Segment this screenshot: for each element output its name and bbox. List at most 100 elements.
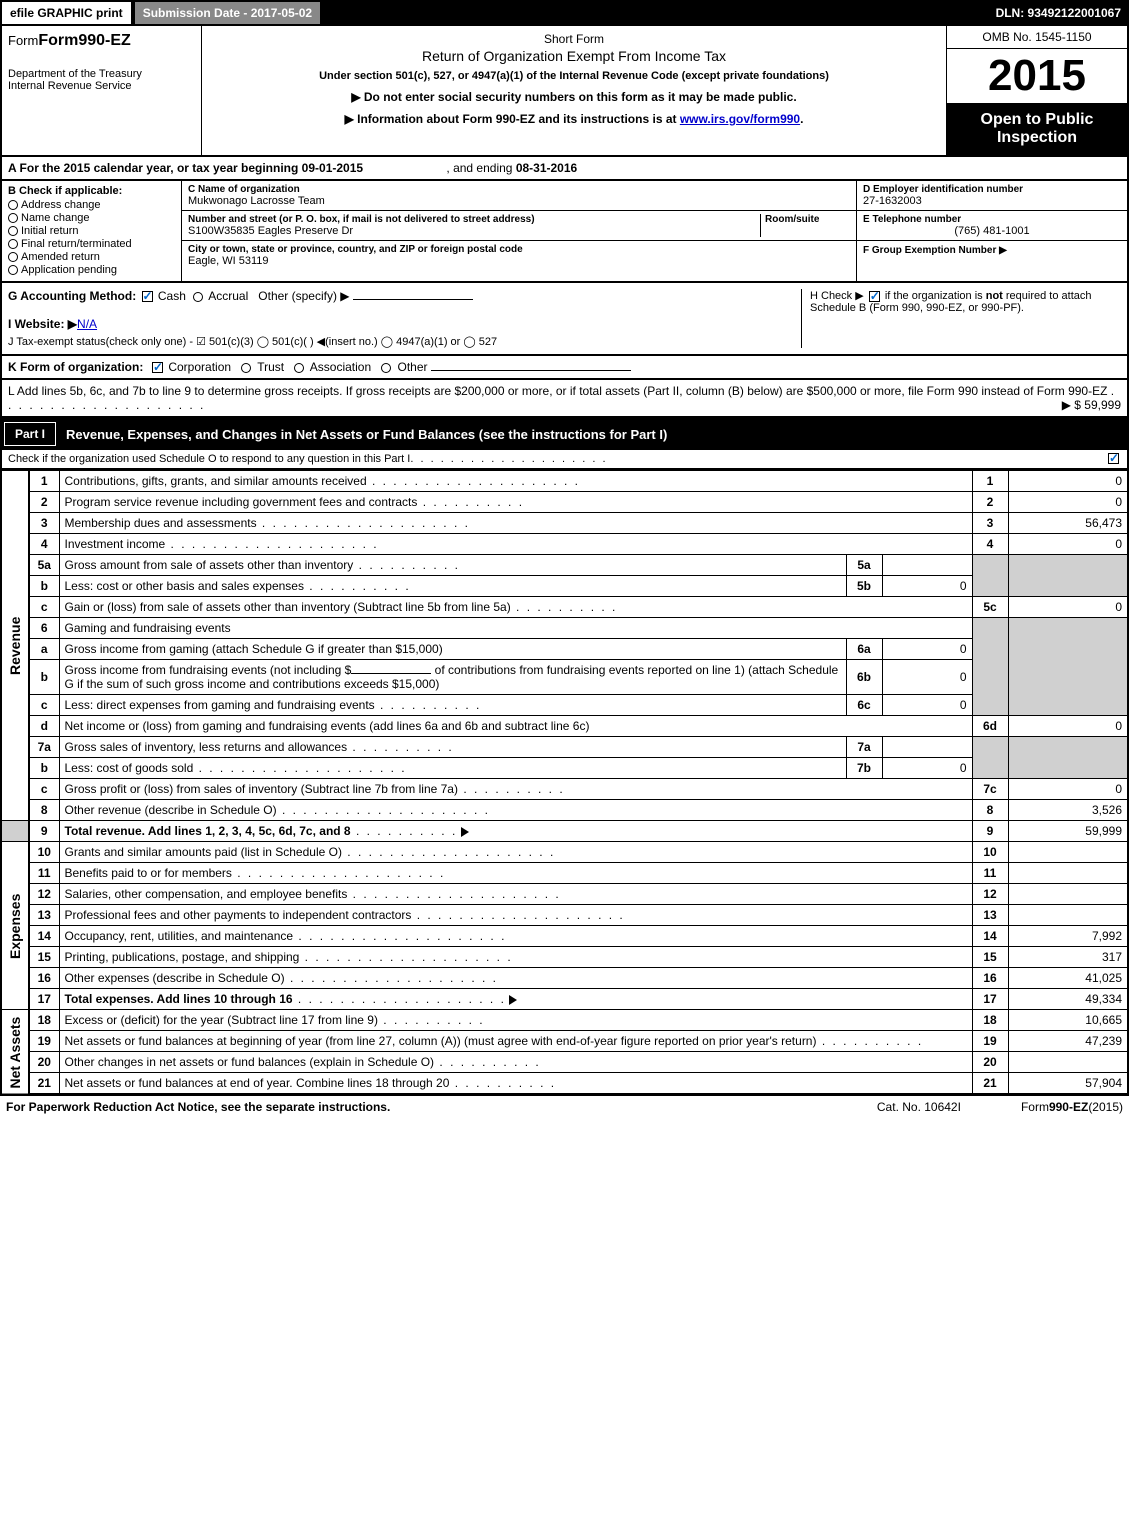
row-2: 2 Program service revenue including gove… [1, 492, 1128, 513]
row-21: 21 Net assets or fund balances at end of… [1, 1073, 1128, 1095]
dots [378, 1013, 485, 1027]
row-7c: c Gross profit or (loss) from sales of i… [1, 779, 1128, 800]
line-sub: d [29, 716, 59, 737]
ghij-right: H Check ▶ if the organization is not req… [801, 289, 1121, 348]
dept-treasury: Department of the Treasury [8, 68, 195, 80]
col-val: 59,999 [1008, 821, 1128, 842]
box-val: 0 [882, 660, 972, 695]
line-desc: Excess or (deficit) for the year (Subtra… [65, 1013, 378, 1027]
dots [458, 782, 565, 796]
col-num: 17 [972, 989, 1008, 1010]
g-other: Other (specify) ▶ [258, 289, 349, 303]
opt-amended-return[interactable]: Amended return [8, 251, 175, 263]
dots [257, 516, 470, 530]
opt-initial-return[interactable]: Initial return [8, 225, 175, 237]
info-pre: ▶ Information about Form 990-EZ and its … [345, 112, 680, 126]
checkbox-corporation[interactable] [152, 362, 163, 373]
col-val [1008, 863, 1128, 884]
radio-icon [8, 200, 18, 210]
room-label: Room/suite [765, 214, 850, 225]
line-desc: Gross sales of inventory, less returns a… [65, 740, 348, 754]
street-label: Number and street (or P. O. box, if mail… [188, 214, 760, 225]
line-num: 19 [29, 1031, 59, 1052]
dots [277, 803, 490, 817]
radio-association[interactable] [294, 363, 304, 373]
row-18: Net Assets 18 Excess or (deficit) for th… [1, 1010, 1128, 1031]
radio-accrual[interactable] [193, 292, 203, 302]
dots [353, 558, 460, 572]
expenses-side-label: Expenses [1, 842, 29, 1010]
header-mid: Short Form Return of Organization Exempt… [202, 26, 947, 155]
radio-other[interactable] [381, 363, 391, 373]
dots [285, 971, 498, 985]
irs-link[interactable]: www.irs.gov/form990 [680, 112, 800, 126]
footer-cat-no: Cat. No. 10642I [877, 1100, 961, 1114]
row-6a: a Gross income from gaming (attach Sched… [1, 639, 1128, 660]
line-sub: a [29, 639, 59, 660]
col-val [1008, 905, 1128, 926]
row-10: Expenses 10 Grants and similar amounts p… [1, 842, 1128, 863]
checkbox-cash[interactable] [142, 291, 153, 302]
radio-icon [8, 213, 18, 223]
street-row: Number and street (or P. O. box, if mail… [182, 211, 856, 241]
line-num: 10 [29, 842, 59, 863]
row-5b: b Less: cost or other basis and sales ex… [1, 576, 1128, 597]
row-16: 16 Other expenses (describe in Schedule … [1, 968, 1128, 989]
line-desc: Net income or (loss) from gaming and fun… [59, 716, 972, 737]
opt-address-change[interactable]: Address change [8, 199, 175, 211]
line-sub: b [29, 660, 59, 695]
row-20: 20 Other changes in net assets or fund b… [1, 1052, 1128, 1073]
row-3: 3 Membership dues and assessments 3 56,4… [1, 513, 1128, 534]
col-c: C Name of organization Mukwonago Lacross… [182, 181, 857, 281]
opt-application-pending[interactable]: Application pending [8, 264, 175, 276]
dots [434, 1055, 541, 1069]
line-desc: Gross profit or (loss) from sales of inv… [65, 782, 458, 796]
part-i-table: Revenue 1 Contributions, gifts, grants, … [0, 470, 1129, 1095]
row-6d: d Net income or (loss) from gaming and f… [1, 716, 1128, 737]
line-desc: Other revenue (describe in Schedule O) [65, 803, 277, 817]
line-sub: c [29, 597, 59, 618]
radio-trust[interactable] [241, 363, 251, 373]
website-value[interactable]: N/A [77, 317, 97, 331]
dots [342, 845, 555, 859]
col-val: 47,239 [1008, 1031, 1128, 1052]
col-num: 5c [972, 597, 1008, 618]
opt-label: Application pending [21, 264, 117, 276]
row-6: 6 Gaming and fundraising events [1, 618, 1128, 639]
radio-icon [8, 252, 18, 262]
col-val: 0 [1008, 471, 1128, 492]
line-desc-1: Gross income from fundraising events (no… [65, 663, 352, 677]
line-num: 3 [29, 513, 59, 534]
header-left: FormForm990-EZ Department of the Treasur… [2, 26, 202, 155]
line-desc: Membership dues and assessments [65, 516, 257, 530]
opt-final-return[interactable]: Final return/terminated [8, 238, 175, 250]
schedule-o-checkbox[interactable] [1108, 453, 1119, 464]
line-desc: Contributions, gifts, grants, and simila… [65, 474, 367, 488]
row-17: 17 Total expenses. Add lines 10 through … [1, 989, 1128, 1010]
line-num: 5a [29, 555, 59, 576]
g-pre: G Accounting Method: [8, 289, 136, 303]
line-num: 14 [29, 926, 59, 947]
col-val: 0 [1008, 492, 1128, 513]
col-val: 7,992 [1008, 926, 1128, 947]
col-val: 0 [1008, 597, 1128, 618]
col-num: 9 [972, 821, 1008, 842]
row-13: 13 Professional fees and other payments … [1, 905, 1128, 926]
g-cash: Cash [158, 289, 186, 303]
opt-name-change[interactable]: Name change [8, 212, 175, 224]
col-num: 10 [972, 842, 1008, 863]
inspect-line1: Open to Public [951, 111, 1123, 129]
checkbox-schedule-b[interactable] [869, 291, 880, 302]
row-12: 12 Salaries, other compensation, and emp… [1, 884, 1128, 905]
row-6c: c Less: direct expenses from gaming and … [1, 695, 1128, 716]
dots [293, 992, 506, 1006]
org-name-label: C Name of organization [188, 184, 850, 195]
box-lbl: 7a [846, 737, 882, 758]
city-row: City or town, state or province, country… [182, 241, 856, 270]
footer-form-post: (2015) [1088, 1100, 1123, 1114]
col-num: 13 [972, 905, 1008, 926]
tax-exempt-status: J Tax-exempt status(check only one) - ☑ … [8, 335, 801, 348]
side-grey [1, 821, 29, 842]
section-a: A For the 2015 calendar year, or tax yea… [0, 157, 1129, 181]
col-num: 14 [972, 926, 1008, 947]
